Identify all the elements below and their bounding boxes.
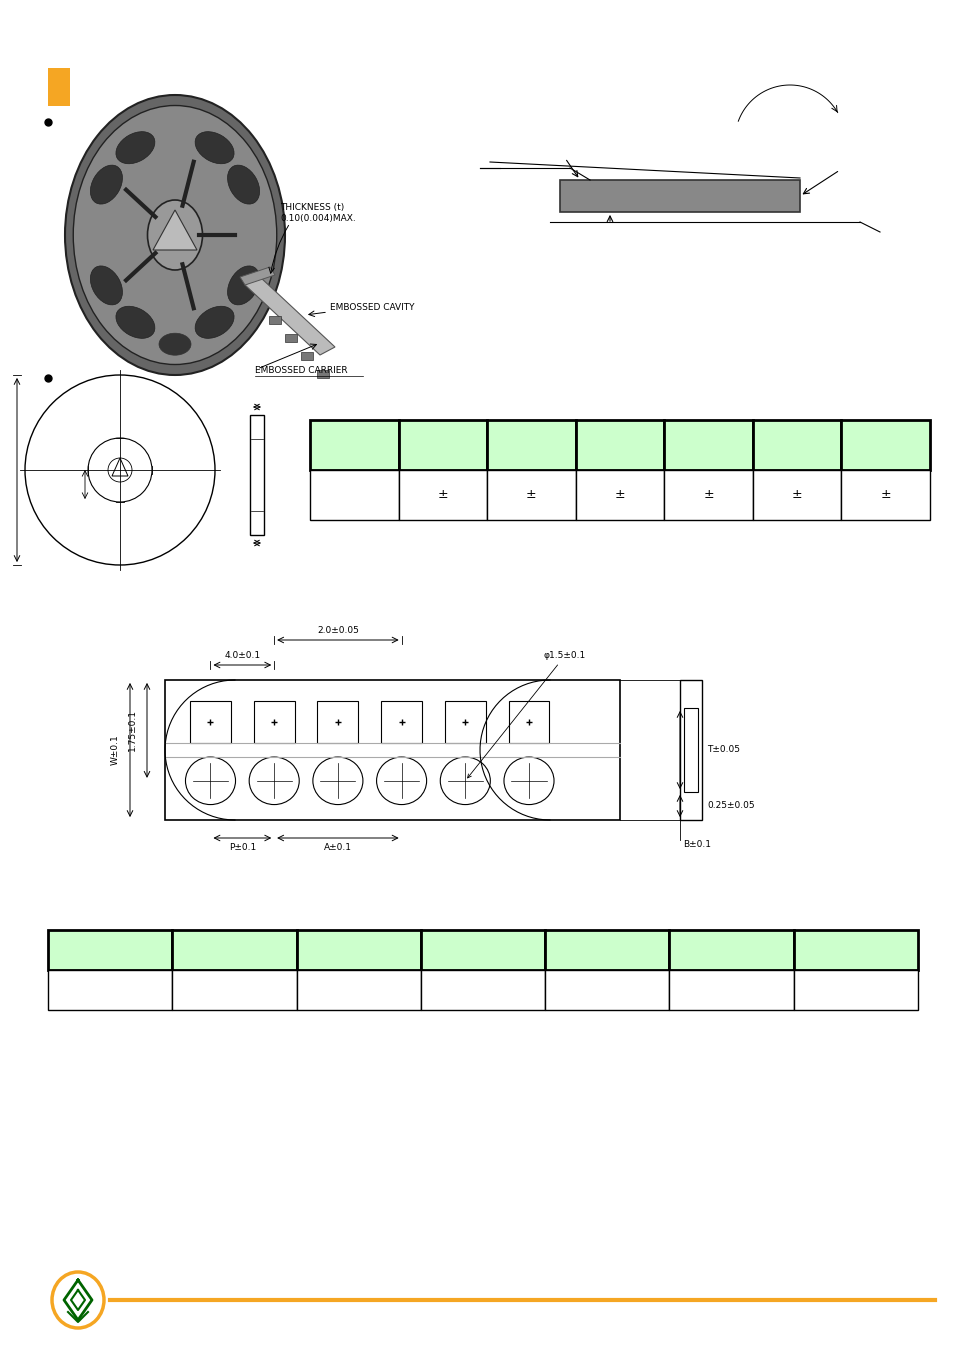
Bar — [253, 701, 294, 743]
Ellipse shape — [116, 131, 154, 163]
Bar — [317, 701, 358, 743]
Bar — [285, 334, 296, 342]
Bar — [296, 970, 420, 1011]
Text: T±0.05: T±0.05 — [706, 746, 740, 754]
Text: 0.10(0.004)MAX.: 0.10(0.004)MAX. — [280, 213, 355, 223]
Bar — [310, 470, 398, 520]
Bar — [669, 929, 793, 970]
Bar — [190, 701, 231, 743]
Text: THICKNESS (t): THICKNESS (t) — [280, 203, 344, 212]
Text: EMBOSSED CAVITY: EMBOSSED CAVITY — [330, 303, 414, 312]
Bar — [544, 929, 669, 970]
Ellipse shape — [148, 200, 202, 270]
Bar — [420, 970, 544, 1011]
Bar — [679, 680, 701, 820]
Ellipse shape — [91, 266, 122, 305]
Text: 1.75±0.1: 1.75±0.1 — [128, 709, 137, 751]
Bar — [559, 180, 800, 212]
Bar — [841, 470, 929, 520]
Bar — [250, 415, 264, 535]
Bar — [793, 929, 917, 970]
Ellipse shape — [228, 165, 259, 204]
Text: EMBOSSED CARRIER: EMBOSSED CARRIER — [254, 366, 347, 376]
Bar — [487, 420, 575, 470]
Polygon shape — [245, 277, 335, 355]
Bar — [398, 470, 487, 520]
Text: P±0.1: P±0.1 — [229, 843, 255, 852]
Text: 4.0±0.1: 4.0±0.1 — [224, 651, 260, 661]
Bar — [316, 370, 329, 378]
Text: ±: ± — [525, 489, 537, 501]
Bar — [544, 970, 669, 1011]
Bar — [841, 420, 929, 470]
Bar — [48, 68, 70, 105]
Bar — [663, 420, 752, 470]
Ellipse shape — [195, 131, 233, 163]
Bar — [752, 470, 841, 520]
Ellipse shape — [195, 307, 233, 338]
Bar — [508, 701, 549, 743]
Text: A±0.1: A±0.1 — [324, 843, 352, 852]
Bar — [381, 701, 421, 743]
Text: ±: ± — [791, 489, 801, 501]
Bar — [172, 970, 296, 1011]
Text: 0.25±0.05: 0.25±0.05 — [706, 801, 754, 811]
Bar — [420, 929, 544, 970]
Bar — [172, 929, 296, 970]
Bar — [683, 708, 697, 792]
Bar — [487, 470, 575, 520]
Bar — [575, 420, 663, 470]
Polygon shape — [240, 267, 274, 285]
Ellipse shape — [73, 105, 276, 365]
Text: ±: ± — [614, 489, 624, 501]
Bar — [48, 929, 172, 970]
Bar — [48, 970, 172, 1011]
Text: W±0.1: W±0.1 — [111, 735, 120, 766]
Polygon shape — [152, 209, 196, 250]
Text: ±: ± — [437, 489, 448, 501]
Ellipse shape — [228, 266, 259, 305]
Bar — [165, 680, 619, 820]
Bar — [296, 929, 420, 970]
Ellipse shape — [116, 307, 154, 338]
Bar — [398, 420, 487, 470]
Bar — [301, 353, 313, 359]
Text: ±: ± — [880, 489, 890, 501]
Bar — [793, 970, 917, 1011]
Ellipse shape — [91, 165, 122, 204]
Ellipse shape — [65, 95, 285, 376]
Bar — [752, 420, 841, 470]
Bar — [575, 470, 663, 520]
Text: φ1.5±0.1: φ1.5±0.1 — [467, 651, 586, 778]
Bar — [269, 316, 281, 324]
Text: 2.0±0.05: 2.0±0.05 — [316, 626, 358, 635]
Text: B±0.1: B±0.1 — [682, 840, 710, 848]
Text: ±: ± — [702, 489, 713, 501]
Bar — [444, 701, 485, 743]
Bar — [663, 470, 752, 520]
Ellipse shape — [159, 334, 191, 355]
Bar — [669, 970, 793, 1011]
Bar — [310, 420, 398, 470]
